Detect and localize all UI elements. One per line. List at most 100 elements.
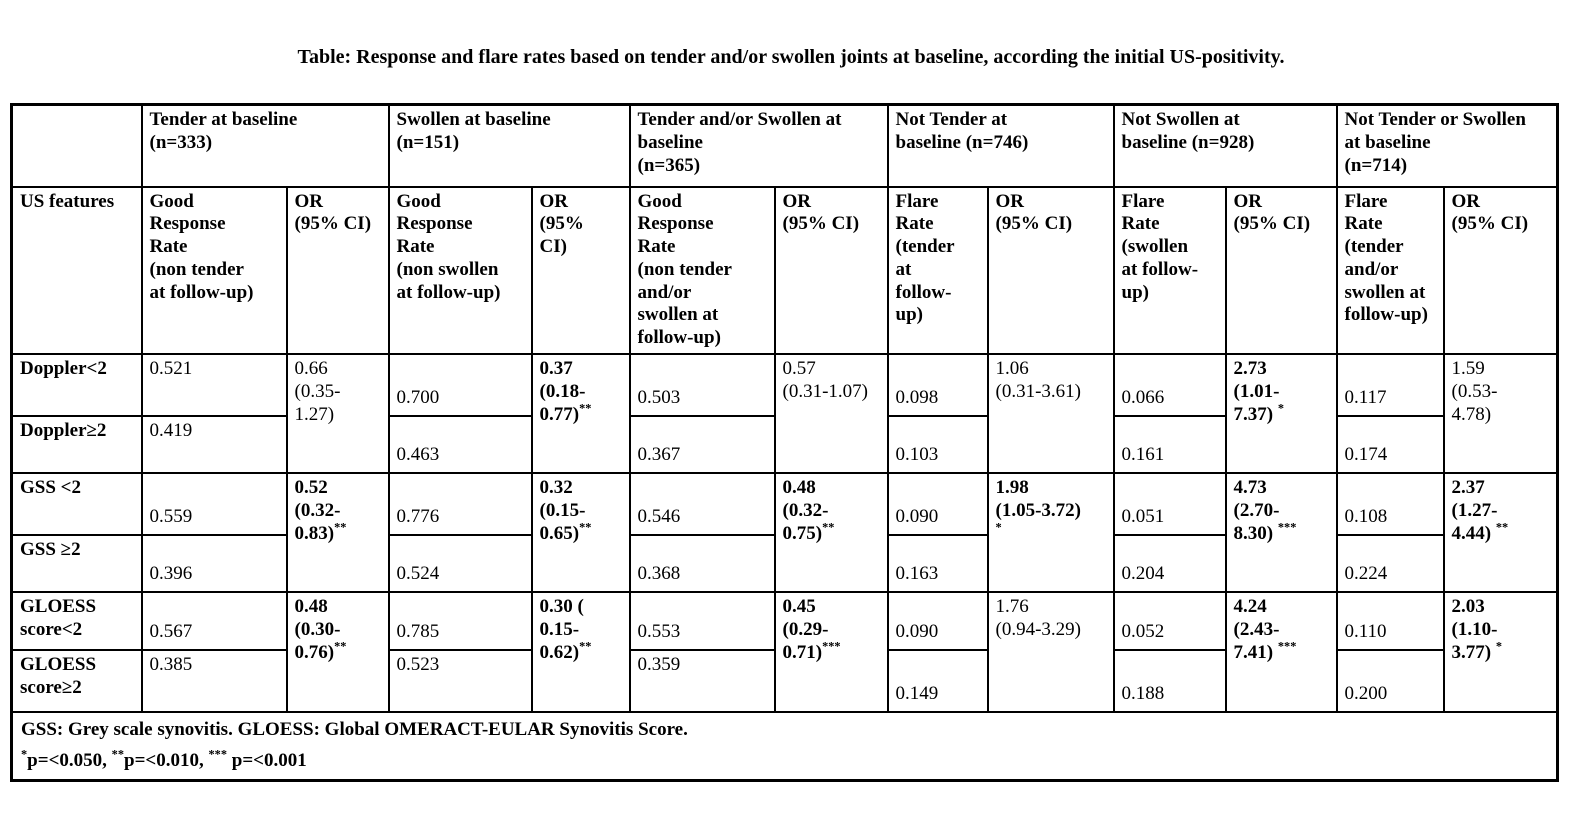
or-value: 2.37 (1.27- 4.44) bbox=[1451, 477, 1498, 544]
rate-cell: 0.103 bbox=[886, 415, 989, 475]
rate-cell: 0.051 bbox=[1112, 472, 1227, 537]
column-subheader: Good Response Rate (non tender at follow… bbox=[140, 185, 288, 356]
significance-marker: ** bbox=[579, 401, 592, 416]
significance-marker: *** bbox=[1277, 639, 1297, 654]
rate-cell: 0.161 bbox=[1112, 415, 1227, 475]
column-group-header: Swollen at baseline (n=151) bbox=[387, 103, 631, 188]
significance-text: p=<0.001 bbox=[227, 749, 307, 771]
or-value: 1.76 (0.94-3.29) bbox=[995, 596, 1081, 640]
or-value: 0.30 ( 0.15- 0.62) bbox=[539, 596, 584, 663]
rate-cell: 0.553 bbox=[628, 591, 776, 652]
or-value: 0.57 (0.31-1.07) bbox=[782, 358, 868, 402]
row-label: GLOESS score≥2 bbox=[10, 649, 143, 714]
rate-cell: 0.396 bbox=[140, 534, 288, 594]
or-value: 0.37 (0.18- 0.77) bbox=[539, 358, 586, 425]
or-cell: 4.73 (2.70- 8.30) *** bbox=[1224, 472, 1338, 594]
or-cell: 0.45 (0.29- 0.71)*** bbox=[773, 591, 889, 714]
feature-column-header: US features bbox=[10, 185, 143, 356]
column-subheader: OR (95% CI) bbox=[773, 185, 889, 356]
rate-cell: 0.523 bbox=[387, 649, 533, 714]
or-cell: 0.52 (0.32- 0.83)** bbox=[285, 472, 390, 594]
column-subheader: OR (95% CI) bbox=[285, 185, 390, 356]
or-cell: 4.24 (2.43- 7.41) *** bbox=[1224, 591, 1338, 714]
rate-cell: 0.524 bbox=[387, 534, 533, 594]
or-cell: 1.98 (1.05-3.72) * bbox=[986, 472, 1115, 594]
significance-marker: ** bbox=[579, 639, 592, 654]
column-subheader: OR (95% CI) bbox=[530, 185, 631, 356]
rate-cell: 0.117 bbox=[1335, 353, 1445, 418]
column-subheader: Flare Rate (tender at follow- up) bbox=[886, 185, 989, 356]
or-cell: 0.57 (0.31-1.07) bbox=[773, 353, 889, 475]
significance-marker: ** bbox=[111, 747, 124, 762]
or-value: 1.59 (0.53- 4.78) bbox=[1451, 358, 1498, 425]
column-group-header: Not Tender at baseline (n=746) bbox=[886, 103, 1115, 188]
significance-marker: * bbox=[1277, 401, 1285, 416]
rate-cell: 0.776 bbox=[387, 472, 533, 537]
rate-cell: 0.188 bbox=[1112, 649, 1227, 714]
table-row: GSS: Grey scale synovitis. GLOESS: Globa… bbox=[10, 711, 1559, 782]
or-cell: 0.37 (0.18- 0.77)** bbox=[530, 353, 631, 475]
or-cell: 0.30 ( 0.15- 0.62)** bbox=[530, 591, 631, 714]
results-table: Tender at baseline (n=333) Swollen at ba… bbox=[10, 103, 1560, 782]
or-cell: 1.06 (0.31-3.61) bbox=[986, 353, 1115, 475]
or-value: 0.48 (0.30- 0.76) bbox=[294, 596, 341, 663]
column-group-header: Tender and/or Swollen at baseline (n=365… bbox=[628, 103, 889, 188]
column-subheader: Flare Rate (tender and/or swollen at fol… bbox=[1335, 185, 1445, 356]
rate-cell: 0.385 bbox=[140, 649, 288, 714]
rate-cell: 0.163 bbox=[886, 534, 989, 594]
or-value: 2.03 (1.10- 3.77) bbox=[1451, 596, 1498, 663]
significance-marker: ** bbox=[1495, 520, 1509, 535]
or-value: 0.32 (0.15- 0.65) bbox=[539, 477, 586, 544]
or-value: 4.73 (2.70- 8.30) bbox=[1233, 477, 1280, 544]
rate-cell: 0.200 bbox=[1335, 649, 1445, 714]
rate-cell: 0.785 bbox=[387, 591, 533, 652]
table-row: GSS <2 0.559 0.52 (0.32- 0.83)** 0.776 0… bbox=[10, 472, 1559, 594]
significance-note: *p=<0.050, **p=<0.010, *** p=<0.001 bbox=[21, 747, 1548, 773]
rate-cell: 0.367 bbox=[628, 415, 776, 475]
rate-cell: 0.546 bbox=[628, 472, 776, 537]
rate-cell: 0.090 bbox=[886, 472, 989, 537]
rate-cell: 0.174 bbox=[1335, 415, 1445, 475]
column-subheader: OR (95% CI) bbox=[1224, 185, 1338, 356]
significance-text: p=<0.050, bbox=[27, 749, 112, 771]
significance-marker: *** bbox=[208, 747, 227, 762]
significance-marker: * bbox=[995, 520, 1002, 535]
or-cell: 2.03 (1.10- 3.77) * bbox=[1442, 591, 1559, 714]
column-subheader: Flare Rate (swollen at follow- up) bbox=[1112, 185, 1227, 356]
rate-cell: 0.368 bbox=[628, 534, 776, 594]
or-cell: 2.73 (1.01- 7.37) * bbox=[1224, 353, 1338, 475]
table-row: Doppler≥2 0.419 0.463 0.367 0.103 0.161 … bbox=[10, 415, 1558, 475]
rate-cell: 0.108 bbox=[1335, 472, 1445, 537]
or-value: 0.66 (0.35- 1.27) bbox=[294, 358, 341, 425]
significance-marker: * bbox=[1495, 639, 1503, 654]
significance-marker: ** bbox=[579, 520, 592, 535]
rate-cell: 0.052 bbox=[1112, 591, 1227, 652]
rate-cell: 0.204 bbox=[1112, 534, 1227, 594]
rate-cell: 0.224 bbox=[1335, 534, 1445, 594]
rate-cell: 0.503 bbox=[628, 353, 776, 418]
significance-marker: *** bbox=[1277, 520, 1297, 535]
abbreviation-note: GSS: Grey scale synovitis. GLOESS: Globa… bbox=[21, 719, 688, 741]
row-label: GLOESS score<2 bbox=[10, 591, 143, 652]
significance-marker: * bbox=[21, 747, 28, 762]
column-group-header: Not Swollen at baseline (n=928) bbox=[1112, 103, 1338, 188]
row-label: GSS ≥2 bbox=[10, 534, 143, 594]
or-cell: 0.32 (0.15- 0.65)** bbox=[530, 472, 631, 594]
column-subheader: Good Response Rate (non tender and/or sw… bbox=[628, 185, 776, 356]
column-group-header: Tender at baseline (n=333) bbox=[140, 103, 390, 188]
or-value: 1.06 (0.31-3.61) bbox=[995, 358, 1081, 402]
rate-cell: 0.066 bbox=[1112, 353, 1227, 418]
or-cell: 1.76 (0.94-3.29) bbox=[986, 591, 1115, 714]
table-row: GLOESS score<2 0.567 0.48 (0.30- 0.76)**… bbox=[10, 591, 1559, 714]
rate-cell: 0.559 bbox=[140, 472, 288, 537]
significance-marker: ** bbox=[334, 639, 347, 654]
significance-marker: ** bbox=[334, 520, 347, 535]
row-label: Doppler<2 bbox=[10, 353, 143, 418]
significance-text: p=<0.010, bbox=[124, 749, 209, 771]
table-row: GLOESS score≥2 0.385 0.523 0.359 0.149 0… bbox=[10, 649, 1558, 714]
column-subheader: OR (95% CI) bbox=[1442, 185, 1559, 356]
column-subheader: OR (95% CI) bbox=[986, 185, 1115, 356]
or-cell: 0.48 (0.30- 0.76)** bbox=[285, 591, 390, 714]
or-value: 4.24 (2.43- 7.41) bbox=[1233, 596, 1280, 663]
